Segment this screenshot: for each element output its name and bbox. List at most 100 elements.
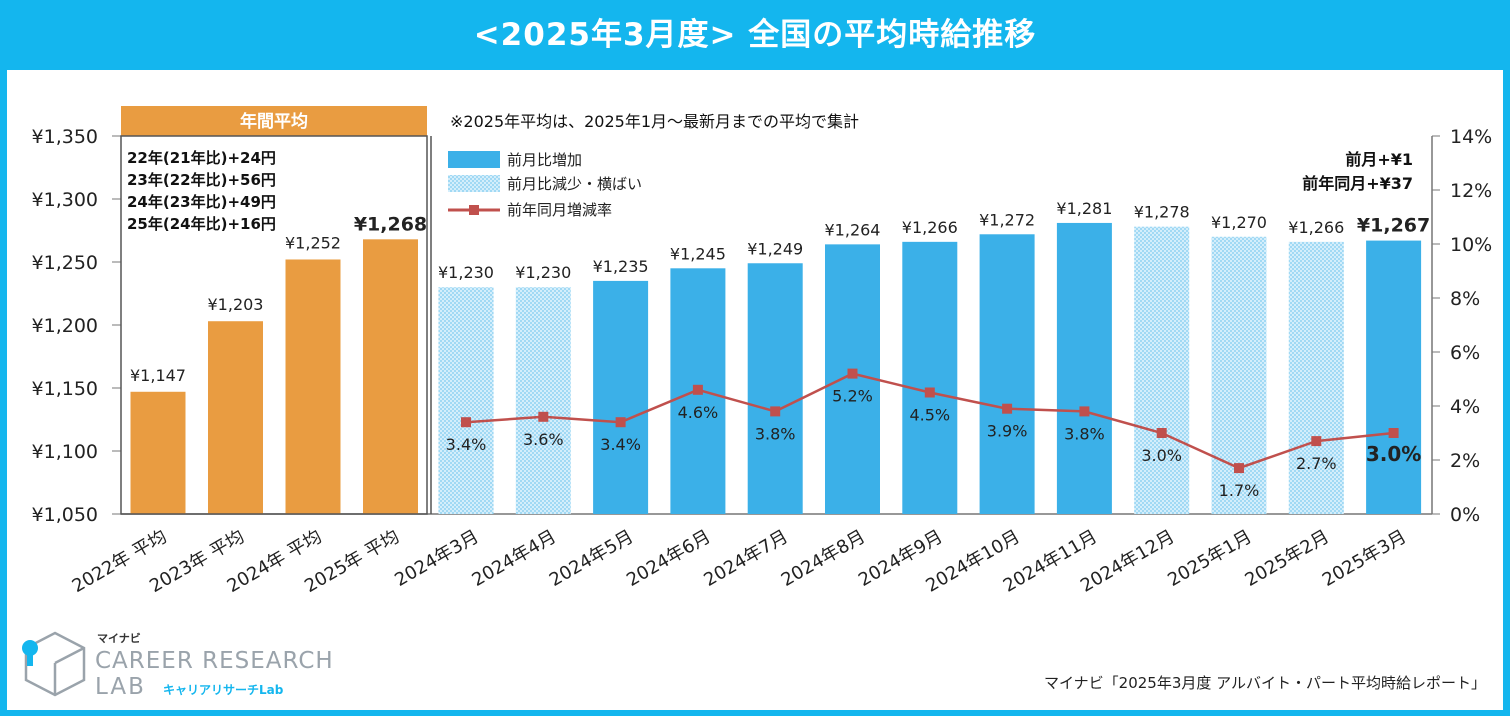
yoy-marker	[1234, 463, 1244, 474]
monthly-bar-label: ¥1,270	[1211, 213, 1267, 232]
y-left-tick-label: ¥1,200	[32, 315, 98, 337]
yoy-label: 3.0%	[1366, 442, 1421, 466]
monthly-bar-label: ¥1,278	[1134, 203, 1190, 222]
yoy-label: 5.2%	[832, 387, 873, 406]
x-tick-label: 2025年3月	[1319, 526, 1410, 591]
annual-header: 年間平均	[240, 111, 308, 132]
monthly-bar-label: ¥1,267	[1357, 215, 1430, 237]
y-left-tick-label: ¥1,100	[32, 441, 98, 463]
annual-bar-label: ¥1,147	[130, 366, 186, 385]
x-tick-label: 2025年1月	[1164, 526, 1255, 591]
y-right-tick-label: 14%	[1450, 126, 1492, 148]
monthly-bar	[747, 263, 803, 514]
y-left-tick-label: ¥1,350	[32, 126, 98, 148]
annual-line: 23年(22年比)+56円	[127, 171, 276, 189]
yoy-label: 3.0%	[1141, 446, 1182, 465]
x-tick-label: 2024年3月	[391, 526, 482, 591]
y-left-tick-label: ¥1,250	[32, 252, 98, 274]
annual-line: 25年(24年比)+16円	[127, 215, 276, 233]
logo-brand: マイナビ	[97, 632, 141, 645]
x-tick-label: 2025年2月	[1242, 526, 1333, 591]
y-right-tick-label: 12%	[1450, 180, 1492, 202]
summary-yoy: 前年同月+¥37	[1302, 174, 1413, 193]
monthly-bar-label: ¥1,249	[747, 239, 803, 258]
logo-icon	[22, 631, 86, 697]
y-right-tick-label: 10%	[1450, 234, 1492, 256]
y-right-tick-label: 4%	[1450, 396, 1480, 418]
y-left-tick-label: ¥1,300	[32, 189, 98, 211]
annual-bar	[363, 239, 418, 514]
annual-line: 22年(21年比)+24円	[127, 149, 276, 167]
yoy-marker	[847, 368, 858, 379]
legend-increase-swatch	[448, 151, 500, 168]
annual-header-bg	[121, 106, 427, 136]
yoy-label: 3.4%	[446, 435, 487, 454]
page-title: <2025年3月度> 全国の平均時給推移	[473, 17, 1037, 53]
annual-line: 24年(23年比)+49円	[127, 193, 276, 211]
yoy-label: 1.7%	[1219, 481, 1260, 500]
yoy-label: 4.6%	[678, 403, 719, 422]
monthly-bar-label: ¥1,272	[979, 210, 1035, 229]
y-right-tick-label: 8%	[1450, 288, 1480, 310]
monthly-bar	[1366, 240, 1422, 514]
yoy-marker	[1002, 403, 1013, 414]
y-right-tick-label: 2%	[1450, 450, 1480, 472]
logo-line2: LAB	[95, 674, 146, 700]
annual-bar-label: ¥1,252	[285, 233, 341, 252]
logo-line1: CAREER RESEARCH	[95, 648, 334, 674]
y-right-tick-label: 6%	[1450, 342, 1480, 364]
summary-mom: 前月+¥1	[1345, 150, 1413, 169]
annual-bar-label: ¥1,268	[354, 213, 427, 235]
yoy-marker	[538, 411, 549, 422]
monthly-bar	[902, 241, 958, 514]
annual-bar	[208, 321, 263, 514]
legend-yoy-label: 前年同月増減率	[507, 201, 612, 219]
monthly-bar-label: ¥1,266	[1288, 218, 1344, 237]
yoy-label: 3.9%	[987, 422, 1028, 441]
legend-decrease-label: 前月比減少・横ばい	[507, 175, 642, 193]
logo-kana: キャリアリサーチLab	[163, 683, 284, 697]
legend-increase-label: 前月比増加	[507, 151, 582, 169]
monthly-bar	[1134, 226, 1190, 514]
monthly-bar	[979, 234, 1035, 514]
monthly-bar	[593, 280, 649, 514]
legend-line-marker	[469, 205, 479, 215]
annual-box	[120, 135, 428, 515]
yoy-marker	[770, 406, 781, 417]
monthly-bar	[1056, 222, 1112, 514]
y-left-tick-label: ¥1,050	[32, 504, 98, 526]
yoy-label: 2.7%	[1296, 454, 1337, 473]
note-text: ※2025年平均は、2025年1月～最新月までの平均で集計	[450, 112, 859, 131]
yoy-marker	[1388, 428, 1399, 438]
yoy-label: 4.5%	[909, 406, 950, 425]
monthly-bar-label: ¥1,281	[1056, 199, 1112, 218]
monthly-bar-label: ¥1,230	[515, 263, 571, 282]
monthly-bar-label: ¥1,230	[438, 263, 494, 282]
yoy-label: 3.8%	[1064, 424, 1105, 443]
source-caption: マイナビ「2025年3月度 アルバイト・パート平均時給レポート」	[1043, 674, 1486, 692]
yoy-marker	[1311, 436, 1322, 447]
monthly-bar-label: ¥1,266	[902, 218, 958, 237]
yoy-marker	[615, 417, 626, 428]
monthly-bar-label: ¥1,245	[670, 244, 726, 263]
yoy-marker	[461, 417, 471, 428]
y-right-tick-label: 0%	[1450, 504, 1480, 526]
monthly-bar	[1288, 241, 1344, 514]
yoy-label: 3.4%	[600, 435, 641, 454]
annual-bar-label: ¥1,203	[208, 295, 264, 314]
x-tick-label: 2024年6月	[623, 526, 714, 591]
yoy-label: 3.8%	[755, 424, 796, 443]
annual-bar	[130, 391, 186, 514]
yoy-marker	[1156, 428, 1167, 438]
x-tick-label: 2024年7月	[700, 526, 791, 591]
monthly-bar-label: ¥1,235	[593, 257, 649, 276]
annual-bar	[285, 259, 341, 514]
x-tick-label: 2024年4月	[469, 526, 560, 591]
monthly-bar	[515, 287, 571, 514]
yoy-marker	[1079, 406, 1090, 417]
yoy-marker	[692, 384, 703, 395]
monthly-bar-label: ¥1,264	[825, 220, 881, 239]
legend-decrease-swatch	[448, 175, 500, 192]
y-left-tick-label: ¥1,150	[32, 378, 98, 400]
